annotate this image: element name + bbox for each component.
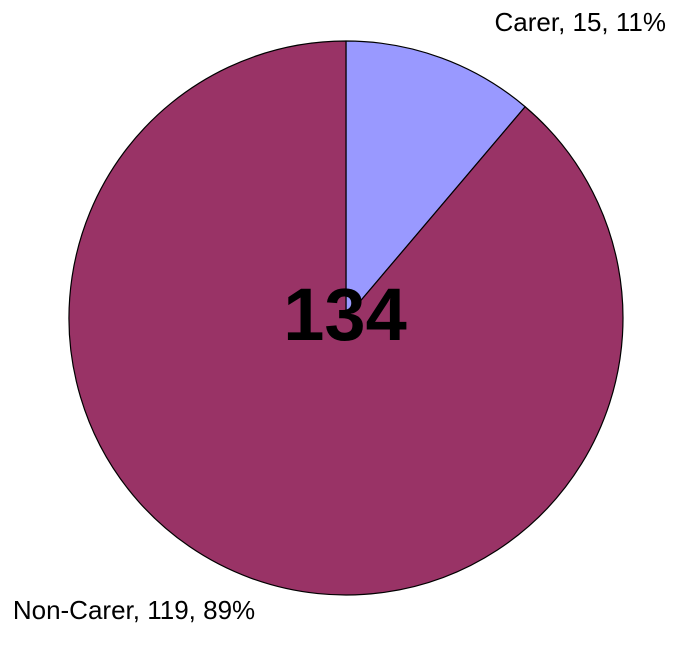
slice-label-carer: Carer, 15, 11% <box>494 7 666 37</box>
pie-slice-carer <box>345 40 526 319</box>
pie-slice-non-carer <box>68 40 624 596</box>
center-total-label: 134 <box>283 273 407 356</box>
slice-label-non-carer: Non-Carer, 119, 89% <box>12 595 256 625</box>
